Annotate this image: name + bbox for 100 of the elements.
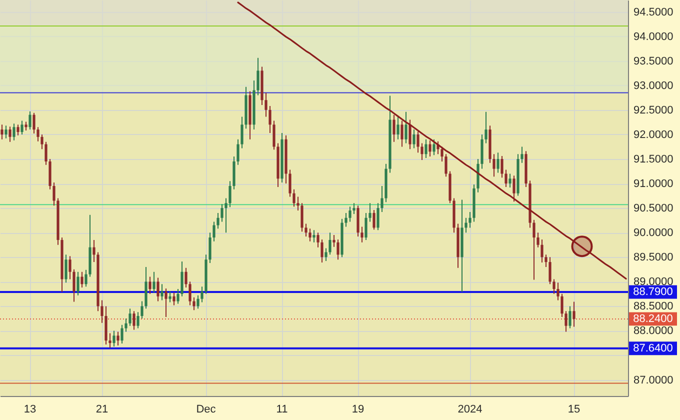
candlestick: [312, 230, 316, 243]
candlestick: [84, 269, 88, 288]
x-tick-label: 15: [568, 404, 580, 416]
candlestick: [172, 292, 176, 306]
y-tick-label: 92.5000: [634, 104, 674, 116]
candlestick: [148, 276, 152, 294]
candlestick: [344, 212, 348, 228]
candlestick: [332, 234, 336, 248]
x-tick-label: 11: [276, 404, 288, 416]
candlestick: [100, 300, 104, 324]
ref-line-label: 88.2400: [633, 312, 673, 325]
candlestick: [348, 206, 352, 222]
candlestick: [196, 294, 200, 310]
candlestick: [368, 202, 372, 222]
candlestick: [40, 134, 44, 150]
candlestick: [52, 182, 56, 206]
candlestick: [296, 196, 300, 212]
candlestick: [532, 219, 536, 280]
candlestick: [160, 284, 164, 301]
candlestick: [432, 138, 436, 156]
candlestick: [468, 211, 472, 228]
candlestick: [168, 290, 172, 303]
candlestick: [556, 282, 560, 301]
candlestick: [288, 169, 292, 198]
candlestick: [308, 228, 312, 242]
candlestick: [0, 124, 4, 140]
candlestick: [72, 268, 76, 302]
candlestick: [8, 126, 12, 142]
candlestick: [564, 310, 568, 332]
candlestick: [364, 212, 368, 240]
candlestick: [424, 138, 428, 159]
candlestick: [328, 232, 332, 256]
candlestick: [76, 271, 80, 296]
candlestick: [400, 120, 404, 148]
x-tick-label: 13: [24, 404, 36, 416]
candlestick: [572, 301, 576, 328]
candlestick: [336, 238, 340, 260]
candlestick: [304, 223, 308, 238]
candlestick: [268, 105, 272, 134]
candlestick: [192, 296, 196, 311]
candlestick: [568, 306, 572, 329]
ref-line-label: 88.7900: [633, 286, 673, 298]
candlestick: [64, 254, 68, 284]
y-tick-label: 92.0000: [634, 128, 674, 141]
candlestick: [352, 202, 356, 214]
candlestick: [320, 238, 324, 264]
candlestick: [176, 288, 180, 304]
candlestick: [512, 175, 516, 202]
candlestick: [128, 308, 132, 326]
candlestick: [500, 156, 504, 178]
candlestick: [28, 110, 32, 130]
candlestick: [32, 112, 36, 134]
x-tick-label: 19: [352, 404, 364, 416]
candlestick: [464, 217, 468, 234]
candlestick: [300, 202, 304, 232]
candlestick: [416, 131, 420, 154]
candlestick: [496, 152, 500, 174]
y-tick-label: 91.0000: [634, 178, 674, 190]
candlestick: [212, 221, 216, 242]
y-tick-label: 89.5000: [634, 252, 674, 264]
y-tick-label: 94.0000: [634, 30, 674, 43]
candlestick: [560, 293, 564, 318]
candlestick: [16, 124, 20, 136]
candlestick: [220, 204, 224, 222]
y-tick-label: 94.5000: [634, 6, 674, 18]
candlestick: [376, 202, 380, 231]
y-tick-label: 93.5000: [634, 55, 674, 68]
y-tick-label: 90.0000: [634, 227, 674, 240]
candlestick: [124, 318, 128, 332]
candlestick: [380, 185, 384, 212]
candlestick: [272, 120, 276, 150]
y-tick-label: 91.5000: [634, 153, 674, 166]
candlestick: [200, 286, 204, 303]
y-tick-label: 90.5000: [634, 202, 674, 215]
candlestick: [256, 57, 260, 96]
y-tick-label: 88.5000: [634, 300, 674, 313]
candlestick: [240, 116, 244, 149]
candlestick: [360, 226, 364, 243]
candlestick: [536, 232, 540, 248]
candlestick: [544, 254, 548, 268]
line-series: [237, 2, 627, 280]
candlestick: [116, 331, 120, 346]
candlestick: [420, 142, 424, 160]
candlestick: [152, 271, 156, 293]
candlestick: [20, 120, 24, 135]
candlestick: [156, 277, 160, 302]
candlestick: [292, 188, 296, 208]
candlestick: [164, 288, 168, 318]
candlestick: [184, 267, 188, 288]
candlestick: [504, 169, 508, 188]
candlestick: [324, 248, 328, 262]
candlestick: [520, 146, 524, 164]
candlestick: [444, 154, 448, 178]
candlestick: [68, 256, 72, 280]
candlestick: [92, 239, 96, 263]
candlestick: [440, 146, 444, 162]
candlestick: [236, 138, 240, 166]
x-tick-label: 21: [96, 404, 108, 416]
candlestick: [36, 126, 40, 142]
candlestick: [120, 324, 124, 344]
